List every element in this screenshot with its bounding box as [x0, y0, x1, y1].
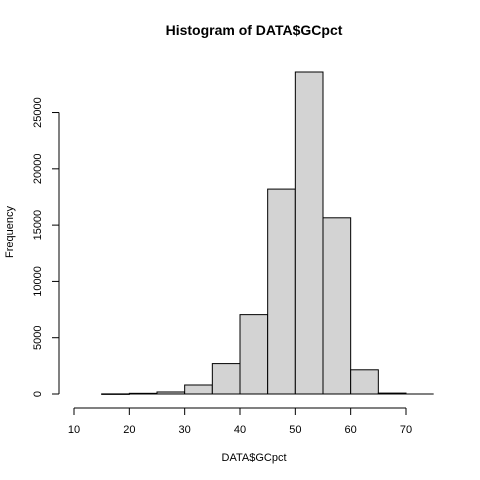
- y-axis: 0 5000 10000 15000 20000 25000: [32, 97, 60, 397]
- y-tick-label: 25000: [32, 97, 44, 128]
- histogram-bar-10: [377, 392, 407, 395]
- x-tick-label: 70: [400, 424, 412, 436]
- x-axis: 10 20 30 40 50 60 70: [68, 407, 412, 436]
- histogram-bar-0: [101, 393, 130, 395]
- x-tick-label: 40: [234, 424, 246, 436]
- y-tick-label: 20000: [32, 154, 44, 185]
- y-tick-label: 0: [32, 391, 44, 397]
- histogram-bar-6: [267, 188, 296, 395]
- y-tick-label: 15000: [32, 210, 44, 241]
- histogram-bar-1: [128, 392, 158, 395]
- y-axis-label: Frequency: [4, 206, 16, 258]
- histogram-bar-3: [184, 384, 213, 395]
- x-tick-label: 50: [289, 424, 301, 436]
- histogram-bar-9: [350, 369, 379, 395]
- x-tick-label: 20: [123, 424, 135, 436]
- chart-title: Histogram of DATA$GCpct: [166, 22, 343, 38]
- x-tick-label: 10: [68, 424, 80, 436]
- histogram-bar-2: [156, 391, 186, 395]
- histogram-bar-8: [322, 217, 352, 395]
- x-tick-label: 60: [345, 424, 357, 436]
- histogram-bar-7: [294, 71, 324, 395]
- histogram-bar-5: [239, 314, 269, 395]
- y-tick-label: 10000: [32, 266, 44, 297]
- bars-group: [101, 71, 434, 395]
- x-tick-label: 30: [179, 424, 191, 436]
- histogram-bar-4: [211, 363, 241, 395]
- y-tick-label: 5000: [32, 325, 44, 349]
- x-axis-label: DATA$GCpct: [222, 452, 287, 464]
